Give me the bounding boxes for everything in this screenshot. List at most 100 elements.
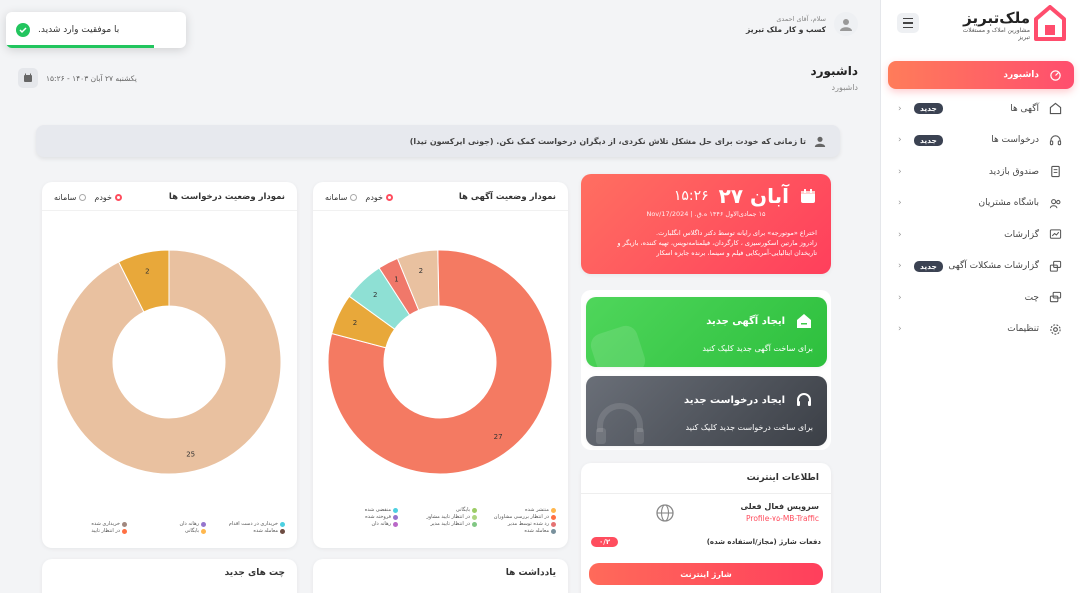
sidebar-item-1[interactable]: آگهی ها جدید ‹ xyxy=(888,93,1074,125)
legend-item[interactable]: در انتظار تایید مشاور xyxy=(404,514,477,520)
legend-item[interactable]: رد شده توسط مدیر xyxy=(483,521,556,527)
service-name: Profile-۷۵-MB-Traffic xyxy=(746,514,819,523)
ads-status-chart-card: نمودار وضعیت آگهی ها خودم سامانه 27 2 2 1 2 … xyxy=(313,182,568,548)
donut-slice[interactable] xyxy=(118,249,170,313)
chevron-left-icon: ‹ xyxy=(898,261,902,272)
home-icon xyxy=(797,314,811,328)
chart-icon xyxy=(1048,228,1062,242)
chart-title: نمودار وضعیت آگهی ها xyxy=(458,192,556,202)
sidebar-item-5[interactable]: گزارشات ‹ xyxy=(888,219,1074,251)
legend-item[interactable]: در انتظار تایید xyxy=(54,528,127,534)
legend-item[interactable]: خریداری شده xyxy=(54,521,127,527)
sidebar-item-label: درخواست ها xyxy=(991,135,1039,146)
legend-item[interactable]: در انتظار تایید مدیر xyxy=(404,521,477,527)
new-badge: جدید xyxy=(914,134,943,146)
new-request-desc: برای ساخت درخواست جدید کلیک کنید xyxy=(685,423,813,432)
legend-item[interactable]: در انتظار بررسی مشاوران xyxy=(483,514,556,520)
service-title: سرویس فعال فعلی xyxy=(740,502,819,511)
new-ad-desc: برای ساخت آگهی جدید کلیک کنید xyxy=(702,344,813,353)
legend-label: رهانه دان xyxy=(179,521,199,527)
sidebar-item-label: داشبورد xyxy=(1003,70,1039,80)
radio-mine[interactable]: خودم xyxy=(94,193,122,202)
legend-swatch xyxy=(122,528,127,534)
headset-icon xyxy=(797,393,811,406)
chevron-left-icon: ‹ xyxy=(898,324,902,335)
legend-item[interactable]: بایگانی xyxy=(133,528,206,534)
sidebar-item-label: آگهی ها xyxy=(1010,103,1039,114)
charge-count: ۰/۲ xyxy=(591,537,619,547)
sidebar-item-3[interactable]: صندوق بازدید ‹ xyxy=(888,156,1074,188)
internet-card: اطلاعات اینترنت سرویس فعال فعلی Profile-… xyxy=(581,463,831,593)
legend-swatch xyxy=(393,507,398,513)
legend-label: بایگانی xyxy=(455,507,470,513)
sidebar-item-8[interactable]: تنظیمات ‹ xyxy=(888,314,1074,346)
brand-logo[interactable]: ملک‌تبریز مشاورین املاک و مستغلات تبریز xyxy=(956,5,1066,43)
legend-item[interactable]: منتشر شده xyxy=(483,507,556,513)
legend-label: معامله شده xyxy=(524,528,549,534)
brand-name: ملک‌تبریز xyxy=(963,9,1030,27)
donut-slice[interactable] xyxy=(327,249,553,475)
home-icon xyxy=(1048,102,1062,116)
legend-item[interactable]: بایگانی xyxy=(404,507,477,513)
sidebar-item-2[interactable]: درخواست ها جدید ‹ xyxy=(888,125,1074,157)
headset-decoration-icon xyxy=(596,403,644,444)
user-info[interactable]: سلام، آقای احمدی کسب و کار ملک تبریز xyxy=(746,12,858,36)
legend-swatch xyxy=(551,514,556,520)
legend-swatch xyxy=(551,507,556,513)
date-card: ۱۵:۲۶ ۲۷ آبان ۱۵ جمادی‌الاول ۱۴۴۶ ه.ق. |… xyxy=(581,174,831,274)
legend-label: خریداری در دست اقدام xyxy=(228,521,278,527)
sidebar-item-4[interactable]: باشگاه مشتریان ‹ xyxy=(888,188,1074,220)
radio-system[interactable]: سامانه xyxy=(325,193,358,202)
ads-donut-chart: 27 2 2 1 2 xyxy=(327,249,553,475)
requests-status-chart-card: نمودار وضعیت درخواست ها خودم سامانه 25 2 … xyxy=(42,182,297,548)
user-icon xyxy=(814,136,826,147)
legend-item[interactable]: رهانه دان xyxy=(325,521,398,527)
charge-internet-button[interactable]: شارژ اینترنت xyxy=(589,563,823,585)
chevron-left-icon: ‹ xyxy=(898,292,902,303)
sidebar-item-6[interactable]: گزارشات مشکلات آگهی جدید ‹ xyxy=(888,251,1074,283)
chevron-left-icon: ‹ xyxy=(898,229,902,240)
sidebar-item-0[interactable]: داشبورد‹ xyxy=(888,61,1074,89)
radio-system[interactable]: سامانه xyxy=(54,193,87,202)
new-ad-button[interactable]: ایجاد آگهی جدید برای ساخت آگهی جدید کلیک… xyxy=(586,297,827,367)
user-icon xyxy=(840,19,852,31)
chart-legend: خریداری در دست اقدام رهانه دان خریداری شده… xyxy=(54,521,285,534)
success-toast[interactable]: با موفقیت وارد شدید. xyxy=(6,12,186,48)
breadcrumb[interactable]: داشبورد xyxy=(831,83,858,92)
legend-item[interactable]: منقضی شده xyxy=(325,507,398,513)
legend-item[interactable]: رهانه دان xyxy=(133,521,206,527)
user-company: کسب و کار ملک تبریز xyxy=(746,24,826,34)
chat-icon xyxy=(1048,291,1062,305)
date-text: یکشنبه ۲۷ آبان ۱۴۰۳ - ۱۵:۲۶ xyxy=(46,73,137,83)
new-request-button[interactable]: ایجاد درخواست جدید برای ساخت درخواست جدی… xyxy=(586,376,827,446)
report-icon xyxy=(1048,259,1062,273)
house-logo-icon xyxy=(1034,5,1066,41)
menu-toggle-button[interactable] xyxy=(897,13,919,33)
legend-swatch xyxy=(201,521,206,527)
chart-legend: منتشر شده بایگانی منقضی شده در انتظار بررسی… xyxy=(325,507,556,534)
calendar-icon xyxy=(18,68,38,88)
legend-label: در انتظار تایید مشاور xyxy=(426,514,470,520)
legend-item[interactable]: خریداری در دست اقدام xyxy=(212,521,285,527)
new-badge: جدید xyxy=(914,103,943,115)
legend-item[interactable]: معامله شده xyxy=(212,528,285,534)
sidebar-item-7[interactable]: چت ‹ xyxy=(888,282,1074,314)
legend-item[interactable]: معامله شده xyxy=(483,528,556,534)
radio-mine[interactable]: خودم xyxy=(365,193,393,202)
slice-value-label: 1 xyxy=(394,276,398,284)
legend-swatch xyxy=(280,521,285,527)
slice-value-label: 2 xyxy=(353,319,357,327)
chevron-left-icon: ‹ xyxy=(898,198,902,209)
sidebar-item-label: گزارشات xyxy=(1004,229,1039,240)
event-item: اختراع «موتورجه» برای رایانه توسط دکتر د… xyxy=(656,229,817,237)
legend-swatch xyxy=(551,521,556,527)
avatar[interactable] xyxy=(834,12,858,36)
date-card-sub: ۱۵ جمادی‌الاول ۱۴۴۶ ه.ق. | 2024/Nov/17 xyxy=(646,210,766,218)
legend-label: منقضی شده xyxy=(364,507,391,513)
donut-slice[interactable] xyxy=(396,249,440,311)
event-item: زادروز مارتین اسکورسیزی ، کارگردان، فیلم… xyxy=(617,239,817,257)
page-title: داشبورد xyxy=(810,64,858,78)
users-icon xyxy=(1048,196,1062,210)
legend-item[interactable]: فروخته شده xyxy=(325,514,398,520)
donut-slice[interactable] xyxy=(56,249,282,475)
